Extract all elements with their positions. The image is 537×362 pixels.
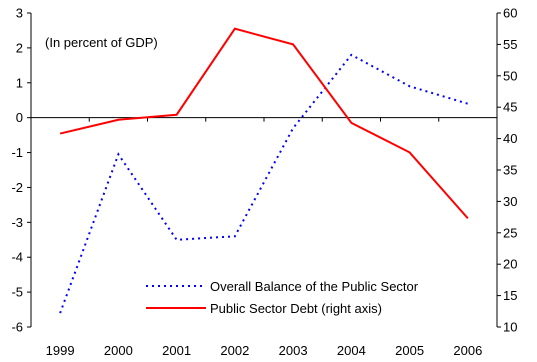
x-tick-label: 2000 — [104, 343, 133, 358]
axes — [27, 12, 501, 328]
x-tick-label: 1999 — [46, 343, 75, 358]
series-lines — [59, 27, 469, 314]
right-tick-label: 20 — [503, 257, 517, 272]
x-tick-label: 2004 — [337, 343, 366, 358]
left-tick-label: -5 — [11, 285, 23, 300]
legend-label-balance: Overall Balance of the Public Sector — [210, 279, 419, 294]
right-tick-label: 25 — [503, 225, 517, 240]
left-tick-label: -1 — [11, 145, 23, 160]
chart-annotation: (In percent of GDP) — [45, 35, 158, 50]
x-tick-label: 2002 — [220, 343, 249, 358]
x-tick-label: 2005 — [395, 343, 424, 358]
right-tick-label: 10 — [503, 320, 517, 335]
right-tick-label: 30 — [503, 194, 517, 209]
right-tick-label: 45 — [503, 100, 517, 115]
right-tick-label: 40 — [503, 131, 517, 146]
left-tick-label: 1 — [16, 75, 23, 90]
left-tick-label: 2 — [16, 40, 23, 55]
left-tick-label: 3 — [16, 6, 23, 21]
legend-label-debt: Public Sector Debt (right axis) — [210, 301, 382, 316]
left-tick-label: -2 — [11, 180, 23, 195]
legend: Overall Balance of the Public Sector Pub… — [146, 279, 419, 316]
right-tick-label: 15 — [503, 288, 517, 303]
right-tick-label: 50 — [503, 68, 517, 83]
left-tick-label: -4 — [11, 250, 23, 265]
right-tick-label: 55 — [503, 37, 517, 52]
left-tick-label: -6 — [11, 320, 23, 335]
right-tick-label: 60 — [503, 6, 517, 21]
x-tick-label: 2006 — [453, 343, 482, 358]
tick-labels: 3210-1-2-3-4-5-6605550454035302520151019… — [11, 6, 517, 359]
left-tick-label: 0 — [16, 110, 23, 125]
x-tick-label: 2003 — [279, 343, 308, 358]
x-tick-label: 2001 — [162, 343, 191, 358]
series-line-debt — [59, 27, 469, 220]
series-line-balance — [59, 53, 469, 314]
right-tick-label: 35 — [503, 163, 517, 178]
left-tick-label: -3 — [11, 215, 23, 230]
